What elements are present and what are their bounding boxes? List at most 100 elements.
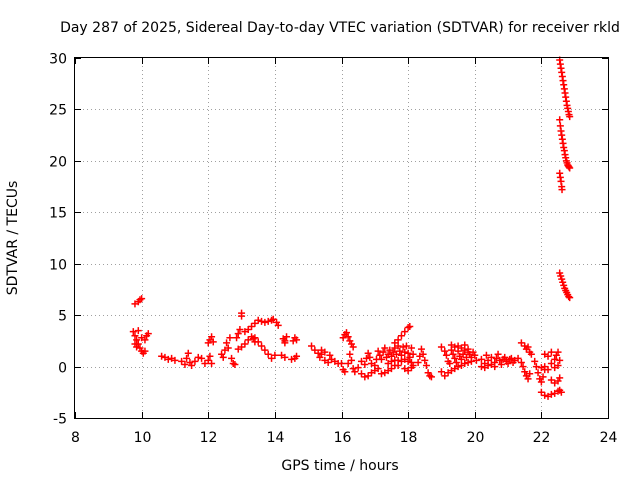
data-point	[387, 365, 395, 373]
data-point	[482, 351, 490, 359]
data-point	[566, 294, 574, 302]
data-point	[527, 350, 535, 358]
data-point	[477, 363, 485, 371]
data-point	[559, 278, 567, 286]
data-point	[497, 361, 505, 369]
data-point	[138, 295, 146, 303]
data-point	[377, 370, 385, 378]
y-tick-label: -5	[53, 412, 67, 428]
data-point	[178, 357, 186, 365]
y-tick-labels: -5 0 5 10 15 20 25 30	[49, 52, 67, 428]
x-tick-labels: 8 10 12 14 16 18 20 22 24	[71, 430, 617, 446]
data-point	[233, 334, 241, 342]
data-point	[449, 350, 457, 358]
data-point	[446, 359, 454, 367]
data-point	[491, 363, 499, 371]
data-point	[357, 370, 365, 378]
data-point	[264, 350, 272, 358]
data-point	[357, 357, 365, 365]
data-point	[314, 349, 322, 357]
data-point	[414, 358, 422, 366]
data-point	[204, 356, 212, 364]
data-point	[206, 352, 214, 360]
data-point	[547, 348, 555, 356]
data-point	[537, 388, 545, 396]
data-point	[344, 359, 352, 367]
data-point	[311, 346, 319, 354]
data-point	[271, 351, 279, 359]
data-point	[223, 339, 231, 347]
y-tick-label: 15	[49, 206, 67, 222]
data-point	[451, 354, 459, 362]
data-point	[283, 333, 291, 341]
data-point	[387, 357, 395, 365]
data-point	[134, 327, 142, 335]
data-point	[457, 344, 465, 352]
data-point	[144, 330, 152, 338]
data-point	[472, 356, 480, 364]
data-point	[394, 336, 402, 344]
data-point	[397, 332, 405, 340]
data-point	[454, 363, 462, 371]
y-tick-label: 20	[49, 155, 67, 171]
data-point	[374, 365, 382, 373]
data-point	[244, 326, 252, 334]
data-point	[228, 354, 236, 362]
data-point	[158, 352, 166, 360]
data-point	[346, 350, 354, 358]
data-point	[264, 317, 272, 325]
x-tick-label: 22	[533, 430, 551, 446]
data-point	[191, 357, 199, 365]
data-point	[406, 322, 414, 330]
data-point	[251, 319, 259, 327]
data-point	[349, 343, 357, 351]
data-point	[554, 348, 562, 356]
data-point	[129, 328, 137, 336]
data-point	[539, 373, 547, 381]
y-tick-label: 5	[58, 309, 67, 325]
data-point	[374, 347, 382, 355]
axis-ticks	[75, 58, 609, 419]
data-point	[537, 364, 545, 372]
data-point	[381, 344, 389, 352]
data-point	[487, 353, 495, 361]
data-point	[401, 328, 409, 336]
x-tick-label: 24	[600, 430, 618, 446]
data-point	[441, 347, 449, 355]
data-point	[504, 359, 512, 367]
data-point	[364, 349, 372, 357]
data-point	[181, 361, 189, 369]
data-point	[437, 343, 445, 351]
data-point	[461, 341, 469, 349]
data-point	[556, 374, 564, 382]
data-point	[226, 334, 234, 342]
data-point	[526, 370, 534, 378]
data-point	[238, 343, 246, 351]
y-tick-label: 0	[58, 361, 67, 377]
data-point	[477, 355, 485, 363]
data-point	[394, 356, 402, 364]
data-point	[171, 356, 179, 364]
data-point	[547, 376, 555, 384]
data-point	[141, 347, 149, 355]
data-point	[281, 353, 289, 361]
data-point	[407, 344, 415, 352]
data-point	[519, 363, 527, 371]
data-point	[254, 338, 262, 346]
data-point	[377, 355, 385, 363]
x-tick-label: 18	[400, 430, 418, 446]
chart-title: Day 287 of 2025, Sidereal Day-to-day VTE…	[60, 20, 620, 36]
data-point	[321, 348, 329, 356]
data-point	[269, 315, 277, 323]
data-point	[556, 269, 564, 277]
data-point	[560, 281, 568, 289]
data-point	[268, 354, 276, 362]
data-point	[366, 353, 374, 361]
data-point	[565, 293, 573, 301]
data-point	[532, 363, 540, 371]
data-point	[471, 351, 479, 359]
data-point	[234, 330, 242, 338]
data-point	[531, 357, 539, 365]
data-point	[236, 326, 244, 334]
